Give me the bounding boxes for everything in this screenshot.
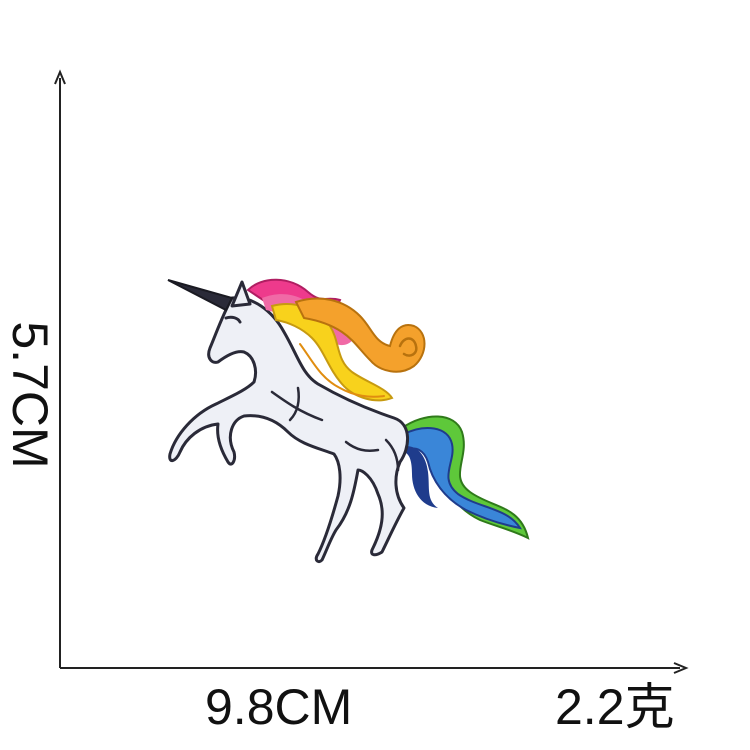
unicorn-eye — [224, 315, 242, 324]
horizontal-axis-arrowhead — [673, 662, 689, 674]
width-measurement-label: 9.8CM — [205, 679, 353, 735]
body-detail-lines — [270, 386, 400, 472]
vertical-axis-arrowhead — [54, 69, 66, 85]
unicorn-ear — [230, 280, 252, 308]
rainbow-tail — [400, 415, 530, 540]
height-measurement-label: 5.7CM — [2, 321, 58, 469]
weight-measurement-label: 2.2克 — [555, 679, 675, 735]
unicorn-horn — [167, 279, 234, 312]
rainbow-mane — [246, 278, 426, 402]
